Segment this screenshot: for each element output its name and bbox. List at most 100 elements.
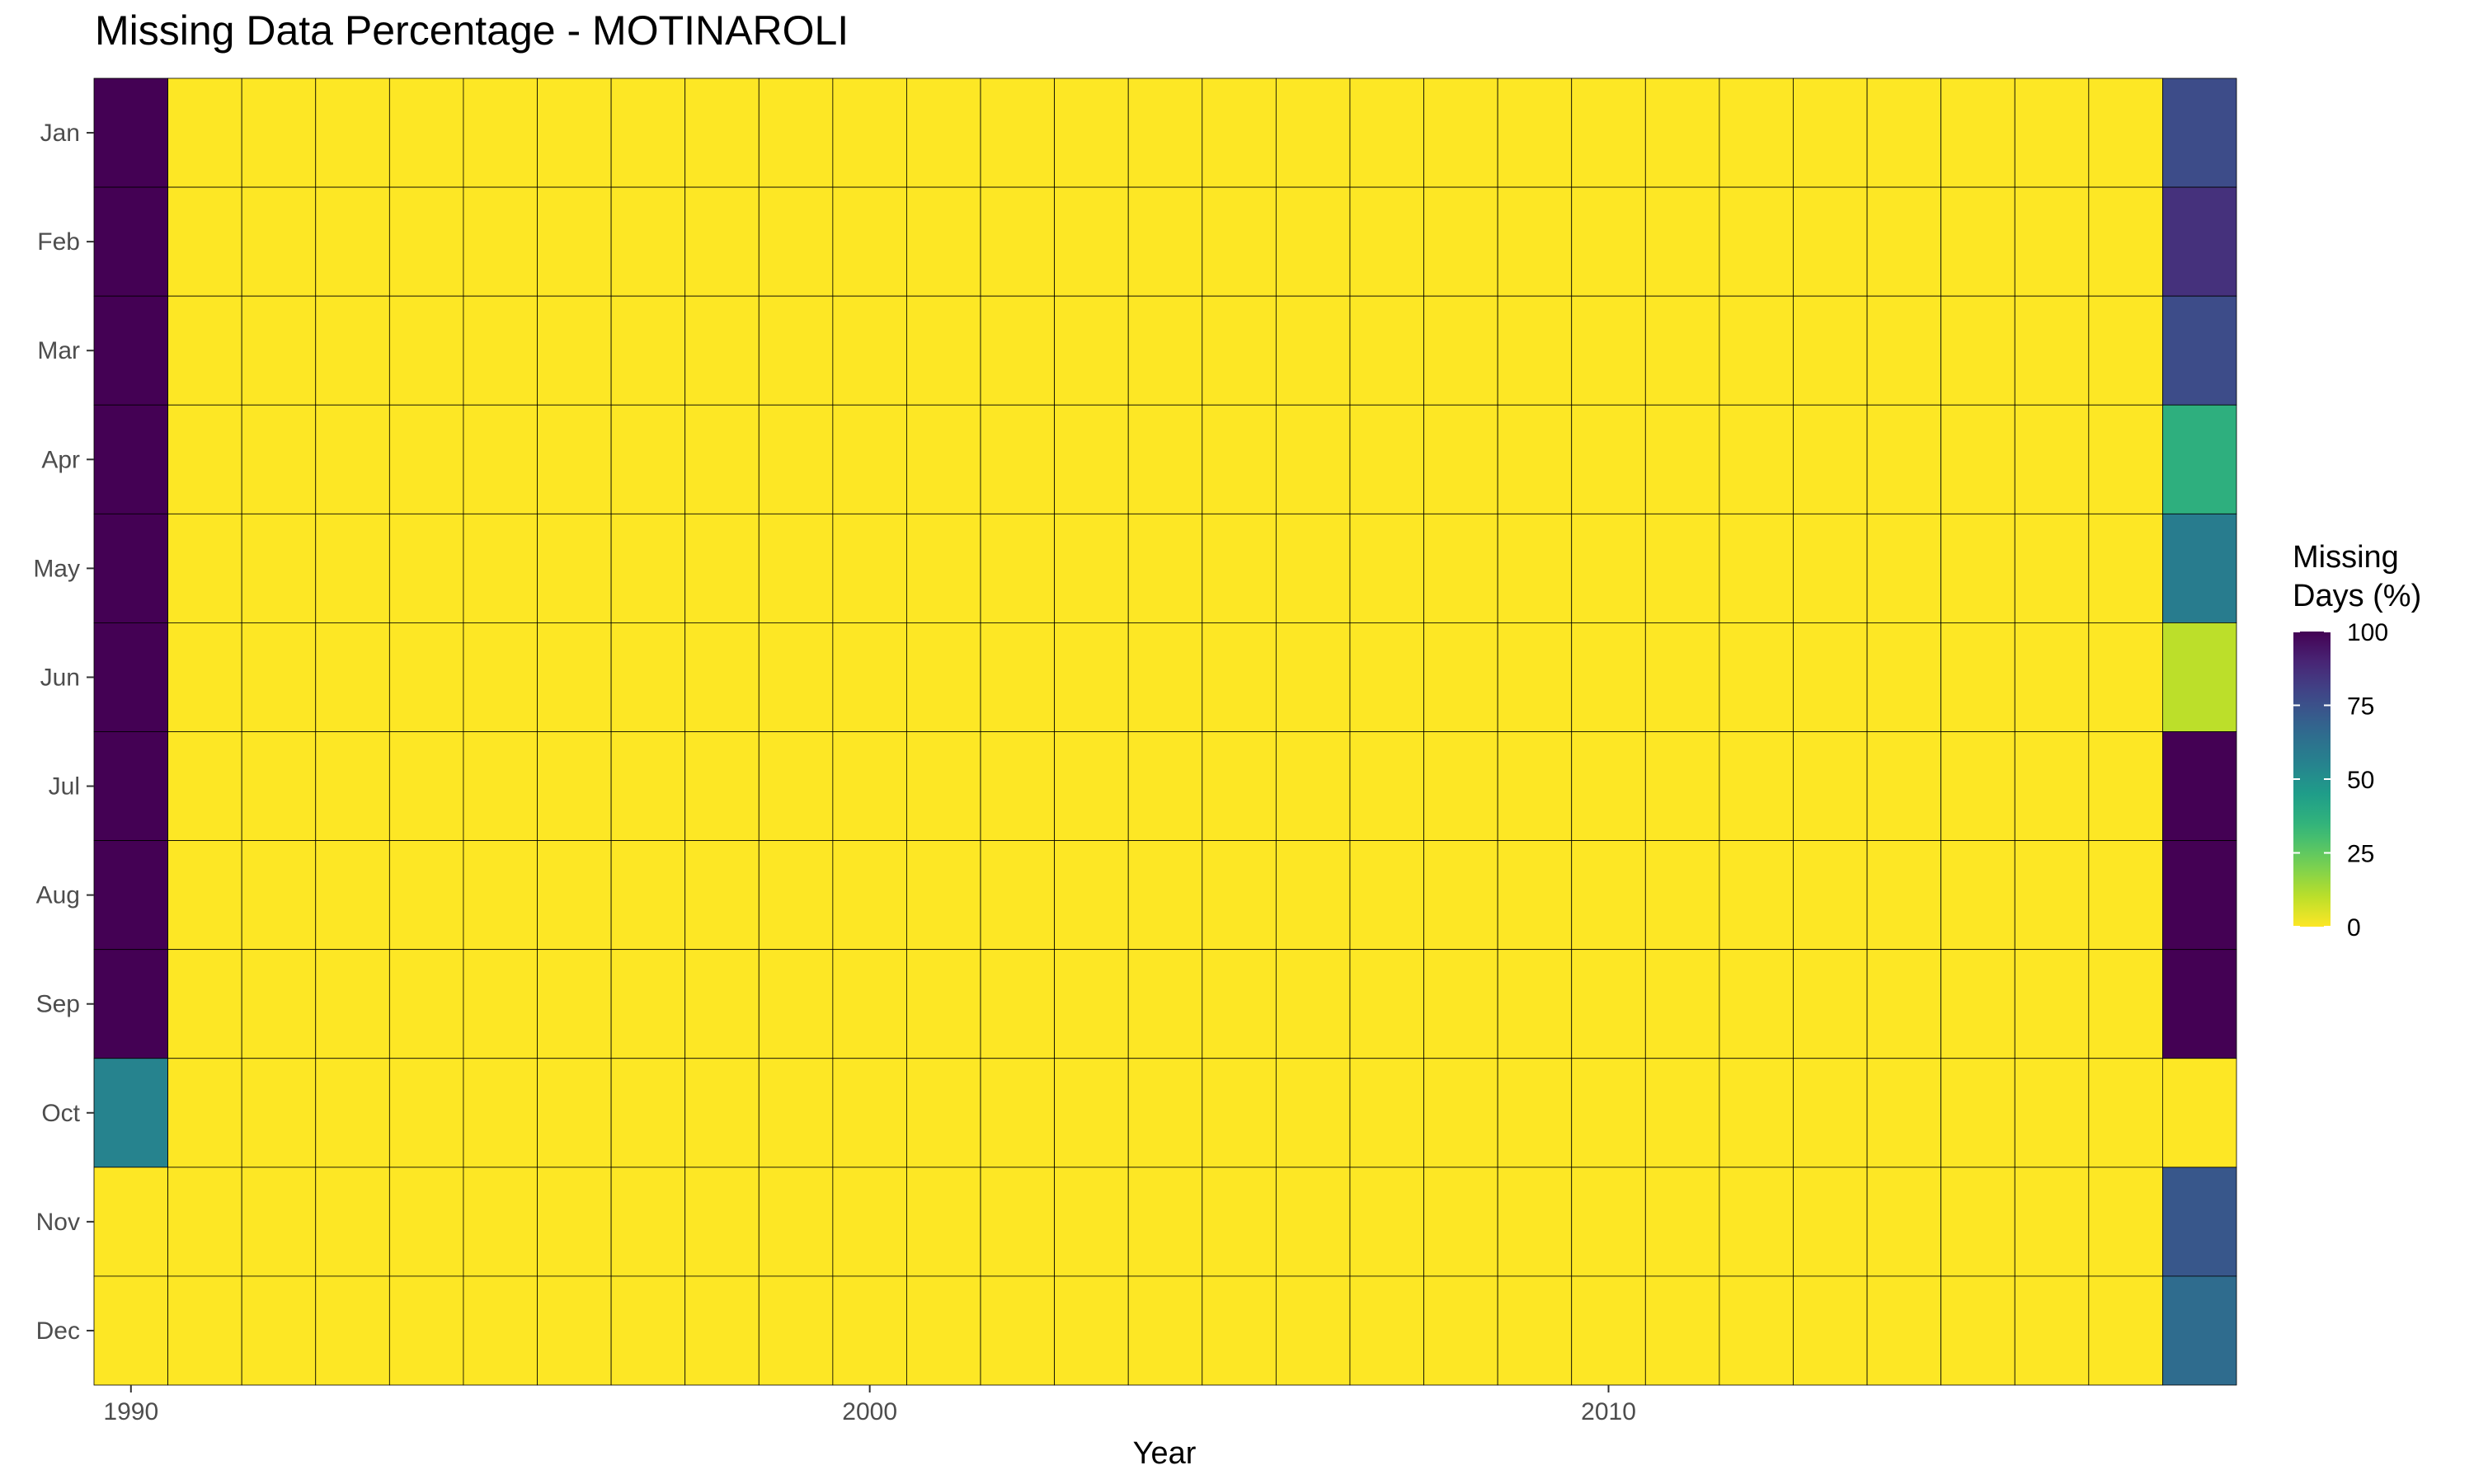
heatmap-cell <box>315 1167 390 1277</box>
heatmap-cell <box>2088 949 2163 1059</box>
heatmap-cell <box>2162 1058 2237 1168</box>
heatmap-cell <box>315 404 390 514</box>
heatmap-cell <box>684 513 760 623</box>
heatmap-cell <box>93 1275 168 1386</box>
heatmap-cell <box>93 840 168 951</box>
heatmap-cell <box>1423 622 1498 732</box>
heatmap-cell <box>832 1275 907 1386</box>
heatmap-cell <box>684 622 760 732</box>
heatmap-cell <box>1940 1167 2015 1277</box>
heatmap-cell <box>832 404 907 514</box>
heatmap-cell <box>2088 622 2163 732</box>
heatmap-cell <box>241 404 317 514</box>
heatmap-cell <box>1866 404 1942 514</box>
heatmap-cell <box>1054 295 1129 406</box>
heatmap-cell <box>315 77 390 188</box>
heatmap-cell <box>1202 186 1277 297</box>
heatmap-cell <box>832 731 907 841</box>
heatmap-cell <box>1866 1058 1942 1168</box>
x-tick-label: 2000 <box>842 1398 897 1425</box>
heatmap-cell <box>1719 840 1794 951</box>
heatmap-cell <box>1275 1275 1351 1386</box>
heatmap-cell <box>1866 513 1942 623</box>
heatmap-cell <box>463 1275 538 1386</box>
heatmap-cell <box>2088 1275 2163 1386</box>
heatmap-cell <box>980 77 1056 188</box>
heatmap-cell <box>1793 840 1868 951</box>
heatmap-cell <box>2162 77 2237 188</box>
heatmap-cell <box>906 622 981 732</box>
heatmap-cell <box>1866 295 1942 406</box>
heatmap-cell <box>1940 1058 2015 1168</box>
y-tick-label: Mar <box>37 337 80 364</box>
heatmap-cell <box>2014 731 2090 841</box>
heatmap-cell <box>93 295 168 406</box>
heatmap-cell <box>1275 731 1351 841</box>
heatmap-cell <box>388 840 464 951</box>
heatmap-cell <box>758 186 834 297</box>
heatmap-cell <box>2014 1167 2090 1277</box>
heatmap-cell <box>758 949 834 1059</box>
heatmap-cell <box>1423 1058 1498 1168</box>
heatmap-cell <box>93 1058 168 1168</box>
heatmap-cell <box>463 513 538 623</box>
heatmap-cell <box>980 731 1056 841</box>
heatmap-cell <box>1423 77 1498 188</box>
legend: Missing Days (%) 100 75 50 25 0 <box>2293 540 2421 942</box>
heatmap-cell <box>1571 186 1646 297</box>
heatmap-cell <box>463 1058 538 1168</box>
heatmap-cell <box>1202 1275 1277 1386</box>
heatmap-cell <box>758 1167 834 1277</box>
heatmap-cell <box>1202 295 1277 406</box>
heatmap-cell <box>1940 186 2015 297</box>
heatmap-cell <box>758 404 834 514</box>
heatmap-cell <box>388 186 464 297</box>
heatmap-cell <box>1719 731 1794 841</box>
legend-tick-label: 50 <box>2347 767 2374 794</box>
y-tick-label: Jun <box>40 664 80 691</box>
heatmap-cell <box>1423 295 1498 406</box>
heatmap-cell <box>167 1275 242 1386</box>
heatmap-cell <box>1202 949 1277 1059</box>
heatmap-cell <box>684 1167 760 1277</box>
heatmap-cell <box>610 1275 686 1386</box>
heatmap-cell <box>1719 1167 1794 1277</box>
heatmap-cell <box>1202 1058 1277 1168</box>
heatmap-cell <box>1644 622 1720 732</box>
heatmap-cell <box>980 949 1056 1059</box>
heatmap-cell <box>1571 77 1646 188</box>
heatmap-cell <box>463 404 538 514</box>
heatmap-cell <box>1275 949 1351 1059</box>
heatmap-cell <box>315 840 390 951</box>
y-tick-label: Apr <box>41 446 80 473</box>
heatmap-cell <box>1275 622 1351 732</box>
heatmap-cell <box>167 404 242 514</box>
heatmap-cell <box>980 404 1056 514</box>
heatmap-cell <box>463 295 538 406</box>
heatmap-cell <box>1127 1167 1203 1277</box>
heatmap-cell <box>610 513 686 623</box>
heatmap-cell <box>832 77 907 188</box>
heatmap-cell <box>1127 622 1203 732</box>
heatmap-cell <box>1127 1058 1203 1168</box>
heatmap-cell <box>1349 1167 1424 1277</box>
heatmap-cell <box>1423 949 1498 1059</box>
heatmap-cell <box>906 513 981 623</box>
heatmap-cell <box>684 1275 760 1386</box>
heatmap-cell <box>1793 513 1868 623</box>
heatmap-cell <box>1497 295 1573 406</box>
heatmap-cell <box>906 731 981 841</box>
heatmap-cell <box>1940 295 2015 406</box>
heatmap-cell <box>2162 1167 2237 1277</box>
y-tick-label: Feb <box>37 228 80 256</box>
y-tick-label: Sep <box>36 991 80 1018</box>
heatmap-cell <box>1571 513 1646 623</box>
heatmap-cell <box>980 622 1056 732</box>
heatmap-cell <box>93 1167 168 1277</box>
heatmap-cell <box>1497 622 1573 732</box>
heatmap-cell <box>906 77 981 188</box>
heatmap-cell <box>2162 404 2237 514</box>
heatmap-cell <box>537 77 612 188</box>
legend-tick-label: 25 <box>2347 841 2374 868</box>
